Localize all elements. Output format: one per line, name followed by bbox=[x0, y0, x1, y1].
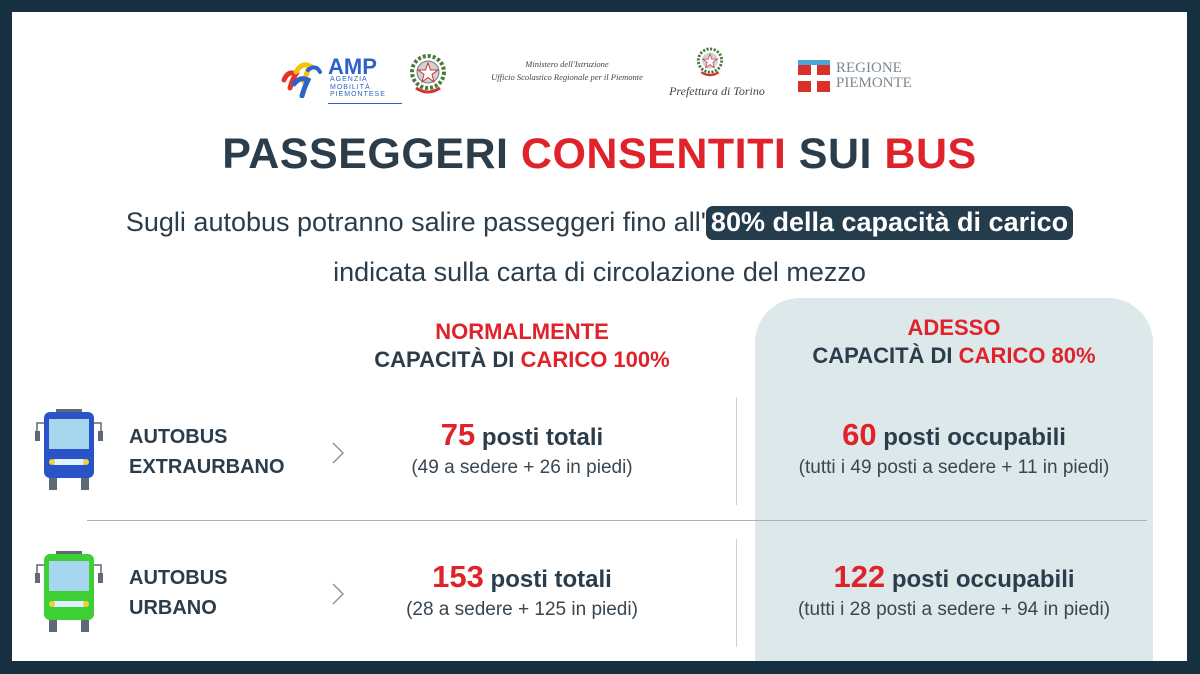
capacity-headline: 153 posti totali bbox=[302, 559, 742, 595]
ministero-line: Ufficio Scolastico Regionale per il Piem… bbox=[491, 72, 643, 82]
chevron-right-icon bbox=[332, 583, 345, 605]
normal-capacity-value: 153 posti totali (28 a sedere + 125 in p… bbox=[302, 559, 742, 625]
page-title: PASSEGGERI CONSENTITI SUI BUS bbox=[12, 130, 1187, 179]
ministero-logo: Ministero dell'Istruzione Ufficio Scolas… bbox=[482, 58, 652, 84]
bus-type-label: AUTOBUS EXTRAURBANO bbox=[129, 422, 285, 482]
capacity-label: posti occupabili bbox=[876, 424, 1066, 451]
capacity-detail: (28 a sedere + 125 in piedi) bbox=[406, 599, 638, 620]
capacity-detail: (49 a sedere + 26 in piedi) bbox=[411, 457, 633, 478]
regione-line: PIEMONTE bbox=[836, 75, 912, 91]
cap-value: CARICO 100% bbox=[520, 347, 670, 372]
capacity-headline: 60 posti occupabili bbox=[755, 417, 1153, 453]
now-capacity-value: 122 posti occupabili (tutti i 28 posti a… bbox=[755, 559, 1153, 625]
capacity-number: 60 bbox=[842, 417, 877, 452]
bus-extraurbano-icon bbox=[35, 409, 103, 490]
column-divider bbox=[736, 539, 737, 647]
column-label: ADESSO bbox=[907, 315, 1001, 340]
prefettura-emblem-icon bbox=[696, 47, 724, 77]
cap-prefix: CAPACITÀ DI bbox=[812, 343, 959, 368]
amp-underline bbox=[328, 103, 402, 104]
piemonte-flag-icon bbox=[798, 60, 830, 92]
now-column-panel bbox=[755, 298, 1153, 661]
amp-subtitle: AGENZIA MOBILITÀ PIEMONTESE bbox=[330, 76, 386, 99]
infographic-card: AMP AGENZIA MOBILITÀ PIEMONTESE Minister… bbox=[12, 12, 1187, 661]
column-label: NORMALMENTE bbox=[435, 319, 609, 344]
bus-type-line: AUTOBUS bbox=[129, 567, 228, 589]
normal-capacity-value: 75 posti totali (49 a sedere + 26 in pie… bbox=[302, 417, 742, 483]
amp-title: AMP bbox=[328, 54, 377, 79]
bus-type-label: AUTOBUS URBANO bbox=[129, 563, 228, 623]
capacity-label: posti totali bbox=[483, 566, 612, 593]
title-part-red: CONSENTITI bbox=[520, 130, 787, 178]
regione-line: REGIONE bbox=[836, 60, 902, 76]
capacity-label: posti totali bbox=[475, 424, 604, 451]
subtitle-highlight: 80% della capacità di carico bbox=[705, 206, 1074, 240]
capacity-detail: (tutti i 49 posti a sedere + 11 in piedi… bbox=[798, 457, 1110, 478]
amp-sub-line: AGENZIA bbox=[330, 76, 368, 83]
amp-logo: AMP AGENZIA MOBILITÀ PIEMONTESE bbox=[280, 52, 405, 104]
capacity-headline: 122 posti occupabili bbox=[755, 559, 1153, 595]
regione-text: REGIONE PIEMONTE bbox=[836, 61, 912, 91]
title-part-red: BUS bbox=[884, 130, 977, 178]
title-part: SUI bbox=[786, 130, 885, 178]
amp-sub-line: MOBILITÀ bbox=[330, 83, 371, 91]
logo-bar: AMP AGENZIA MOBILITÀ PIEMONTESE Minister… bbox=[12, 42, 1187, 112]
amp-mark-icon bbox=[281, 62, 322, 98]
prefettura-logo: Prefettura di Torino bbox=[669, 84, 765, 98]
column-header-normal: NORMALMENTE CAPACITÀ DI CARICO 100% bbox=[302, 318, 742, 374]
cap-prefix: CAPACITÀ DI bbox=[374, 347, 521, 372]
subtitle-line-1: Sugli autobus potranno salire passeggeri… bbox=[12, 206, 1187, 240]
column-divider bbox=[736, 397, 737, 505]
column-capacity: CAPACITÀ DI CARICO 80% bbox=[755, 342, 1153, 370]
capacity-label: posti occupabili bbox=[885, 566, 1075, 593]
chevron-right-icon bbox=[332, 442, 345, 464]
italian-republic-emblem-icon bbox=[410, 54, 446, 94]
capacity-number: 122 bbox=[833, 559, 886, 594]
ministero-line: Ministero dell'Istruzione bbox=[525, 59, 609, 69]
title-part: PASSEGGERI bbox=[222, 130, 521, 178]
bus-type-line: AUTOBUS bbox=[129, 426, 228, 448]
amp-sub-line: PIEMONTESE bbox=[330, 91, 386, 98]
bus-type-line: URBANO bbox=[129, 597, 217, 619]
subtitle-prefix: Sugli autobus potranno salire passeggeri… bbox=[125, 207, 706, 237]
capacity-number: 153 bbox=[432, 559, 484, 594]
cap-value: CARICO 80% bbox=[958, 343, 1096, 368]
capacity-number: 75 bbox=[440, 417, 476, 452]
bus-urbano-icon bbox=[35, 551, 103, 632]
row-divider bbox=[87, 520, 1147, 521]
column-capacity: CAPACITÀ DI CARICO 100% bbox=[302, 346, 742, 374]
subtitle-line-2: indicata sulla carta di circolazione del… bbox=[333, 257, 866, 287]
column-header-now: ADESSO CAPACITÀ DI CARICO 80% bbox=[755, 314, 1153, 370]
capacity-detail: (tutti i 28 posti a sedere + 94 in piedi… bbox=[797, 599, 1111, 620]
bus-type-line: EXTRAURBANO bbox=[129, 456, 285, 478]
capacity-headline: 75 posti totali bbox=[302, 417, 742, 453]
now-capacity-value: 60 posti occupabili (tutti i 49 posti a … bbox=[755, 417, 1153, 483]
